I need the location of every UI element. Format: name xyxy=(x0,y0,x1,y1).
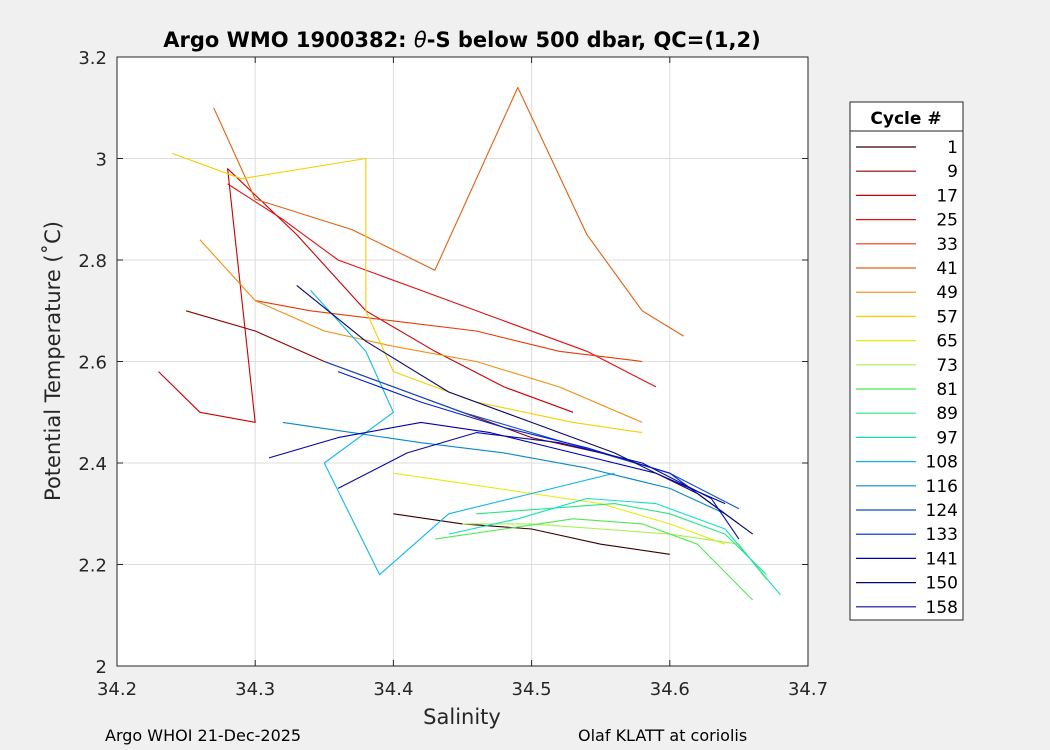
series-line-cycle-1 xyxy=(393,513,670,555)
y-tick-label: 2.8 xyxy=(78,251,107,272)
legend-label: 141 xyxy=(926,549,958,569)
x-tick-label: 34.4 xyxy=(373,679,413,700)
x-tick-label: 34.6 xyxy=(650,679,690,700)
x-tick-label: 34.5 xyxy=(512,679,552,700)
legend-label: 116 xyxy=(926,477,958,497)
legend-label: 25 xyxy=(936,211,958,231)
legend-label: 17 xyxy=(936,186,958,206)
x-axis-label: Salinity xyxy=(423,705,501,729)
series-line-cycle-17 xyxy=(158,168,574,423)
x-tick-label: 34.2 xyxy=(97,679,137,700)
legend-label: 158 xyxy=(926,598,958,618)
legend-title: Cycle # xyxy=(870,109,941,129)
footer-left: Argo WHOI 21-Dec-2025 xyxy=(105,726,301,745)
footer-right: Olaf KLATT at coriolis xyxy=(578,726,747,745)
legend-entries: 1 9 17 25 33 41 49 57 65 73 81 89 97 108 116 124 133 141 1… xyxy=(856,138,958,618)
y-tick-label: 2.6 xyxy=(78,353,107,374)
legend-label: 108 xyxy=(926,453,958,473)
legend-label: 81 xyxy=(936,380,958,400)
series-line-cycle-33 xyxy=(255,300,643,363)
legend-label: 41 xyxy=(936,259,958,279)
grid xyxy=(116,56,809,667)
y-ticks: 2 2.2 2.4 2.6 2.8 3 3.2 xyxy=(78,48,808,678)
series-line-cycle-89 xyxy=(476,503,767,575)
legend-label: 49 xyxy=(936,283,958,303)
x-ticks: 34.2 34.3 34.4 34.5 34.6 34.7 xyxy=(97,57,828,700)
series-line-cycle-49 xyxy=(199,239,643,423)
x-tick-label: 34.7 xyxy=(788,679,828,700)
series-line-cycle-150 xyxy=(296,284,754,535)
legend-label: 33 xyxy=(936,235,958,255)
legend-label: 124 xyxy=(926,501,958,521)
x-tick-label: 34.3 xyxy=(235,679,275,700)
y-tick-label: 2.2 xyxy=(78,556,107,577)
legend-label: 1 xyxy=(947,138,958,158)
series-group xyxy=(158,86,781,601)
series-line-cycle-116 xyxy=(282,421,726,515)
y-axis-label: Potential Temperature (˚C) xyxy=(41,221,65,501)
series-line-cycle-65 xyxy=(393,472,726,545)
legend-label: 89 xyxy=(936,404,958,424)
legend-label: 97 xyxy=(936,428,958,448)
series-line-cycle-108 xyxy=(310,290,615,576)
series-line-cycle-133 xyxy=(337,371,740,525)
legend-label: 9 xyxy=(947,162,958,182)
legend-label: 57 xyxy=(936,307,958,327)
series-line-cycle-57 xyxy=(172,152,643,434)
chart-title: Argo WMO 1900382: θ-S below 500 dbar, QC… xyxy=(163,28,760,52)
y-tick-label: 3.2 xyxy=(78,48,107,69)
y-tick-label: 2 xyxy=(96,657,107,678)
legend-label: 150 xyxy=(926,574,958,594)
y-tick-label: 3 xyxy=(96,150,107,171)
series-line-cycle-158 xyxy=(337,432,740,540)
series-line-cycle-25 xyxy=(227,183,657,388)
series-line-cycle-81 xyxy=(434,518,754,601)
y-tick-label: 2.4 xyxy=(78,454,107,475)
series-line-cycle-41 xyxy=(213,86,684,337)
series-line-cycle-97 xyxy=(448,497,781,596)
legend: Cycle # 1 9 17 25 33 41 49 57 65 73 81 89 97 108 116 12… xyxy=(849,101,964,621)
legend-label: 73 xyxy=(936,356,958,376)
legend-label: 65 xyxy=(936,332,958,352)
legend-label: 133 xyxy=(926,525,958,545)
